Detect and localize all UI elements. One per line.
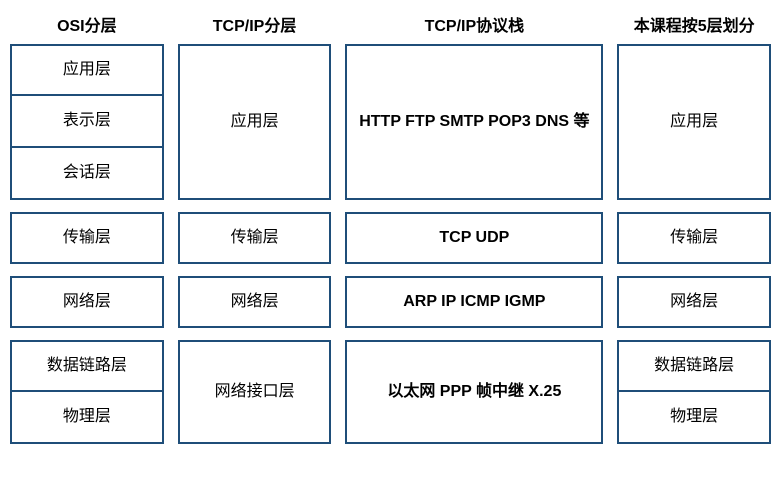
osi-network: 网络层 xyxy=(10,276,164,328)
osi-datalink: 数据链路层 xyxy=(10,340,164,392)
stack-network-protocols: ARP IP ICMP IGMP xyxy=(345,276,603,328)
course-application: 应用层 xyxy=(617,44,771,200)
osi-session: 会话层 xyxy=(10,148,164,200)
header-stack: TCP/IP协议栈 xyxy=(345,10,603,38)
tcpip-link: 网络接口层 xyxy=(178,340,332,444)
col-osi: OSI分层 应用层 表示层 会话层 传输层 网络层 数据链路层 物理层 xyxy=(10,10,164,444)
osi-application-group: 应用层 表示层 会话层 xyxy=(10,44,164,200)
osi-physical: 物理层 xyxy=(10,392,164,444)
header-tcpip: TCP/IP分层 xyxy=(178,10,332,38)
layer-comparison-table: OSI分层 应用层 表示层 会话层 传输层 网络层 数据链路层 物理层 TCP/… xyxy=(10,10,771,444)
stack-application-protocols: HTTP FTP SMTP POP3 DNS 等 xyxy=(345,44,603,200)
course-link-group: 数据链路层 物理层 xyxy=(617,340,771,444)
osi-transport: 传输层 xyxy=(10,212,164,264)
course-network: 网络层 xyxy=(617,276,771,328)
stack-link-protocols: 以太网 PPP 帧中继 X.25 xyxy=(345,340,603,444)
tcpip-network: 网络层 xyxy=(178,276,332,328)
col-stack: TCP/IP协议栈 HTTP FTP SMTP POP3 DNS 等 TCP U… xyxy=(345,10,603,444)
stack-transport-protocols: TCP UDP xyxy=(345,212,603,264)
course-transport: 传输层 xyxy=(617,212,771,264)
col-tcpip: TCP/IP分层 应用层 传输层 网络层 网络接口层 xyxy=(178,10,332,444)
course-physical: 物理层 xyxy=(617,392,771,444)
osi-link-group: 数据链路层 物理层 xyxy=(10,340,164,444)
osi-presentation: 表示层 xyxy=(10,96,164,148)
header-course: 本课程按5层划分 xyxy=(617,10,771,38)
tcpip-transport: 传输层 xyxy=(178,212,332,264)
course-datalink: 数据链路层 xyxy=(617,340,771,392)
col-course: 本课程按5层划分 应用层 传输层 网络层 数据链路层 物理层 xyxy=(617,10,771,444)
tcpip-application: 应用层 xyxy=(178,44,332,200)
header-osi: OSI分层 xyxy=(10,10,164,38)
osi-application: 应用层 xyxy=(10,44,164,96)
